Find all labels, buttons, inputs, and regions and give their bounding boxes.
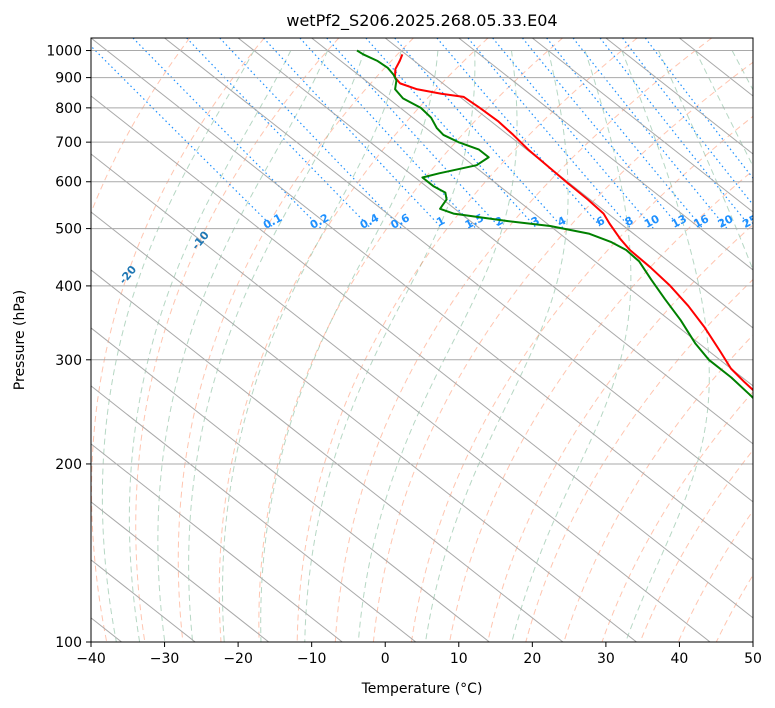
moist-adiabat-line [425, 50, 569, 642]
isotherm-line [91, 385, 417, 642]
x-tick-label: 0 [381, 651, 390, 667]
mixing-ratio-label: 25 [740, 212, 760, 231]
mixing-ratio-line [394, 38, 564, 229]
y-tick-label: 200 [55, 457, 82, 473]
temperature-trace [393, 54, 753, 392]
x-axis-label: Temperature (°C) [361, 681, 483, 697]
mixing-ratio-line [467, 38, 632, 229]
isotherm-line [91, 443, 343, 642]
mixing-ratio-line [436, 38, 603, 229]
mixing-ratio-label: 20 [716, 212, 736, 231]
x-tick-label: 20 [523, 651, 541, 667]
isotherm-line [91, 501, 270, 642]
dry-adiabats [91, 38, 753, 642]
mixing-ratio-line [219, 38, 403, 229]
isotherm-line [91, 153, 711, 642]
dry-adiabat-line [563, 334, 753, 642]
mixing-ratio-line [492, 38, 654, 229]
x-tick-label: −40 [76, 651, 106, 667]
mixing-ratio-line [599, 38, 753, 229]
moist-adiabat-line [222, 50, 402, 642]
isotherm-line [458, 38, 753, 271]
dry-adiabat-line [91, 38, 265, 642]
dry-adiabat-line [601, 391, 753, 642]
isotherm-line [91, 269, 564, 642]
moist-adiabat-line [357, 50, 518, 642]
isotherm-line [532, 38, 753, 213]
y-tick-label: 900 [55, 71, 82, 87]
x-tick-label: 10 [450, 651, 468, 667]
chart-title: wetPf2_S206.2025.268.05.33.E04 [286, 11, 557, 31]
y-tick-label: 700 [55, 135, 82, 151]
dewpoint-trace [356, 49, 753, 400]
x-tick-label: 50 [744, 651, 762, 667]
moist-adiabats [101, 50, 753, 642]
y-tick-label: 400 [55, 279, 82, 295]
isotherm-line [311, 38, 753, 387]
isotherm-line [91, 327, 490, 642]
moist-adiabat-line [101, 50, 255, 642]
moist-adiabat-line [260, 50, 439, 642]
x-axis-ticks: −40 −30 −20 −10 0 10 20 30 40 50 [76, 642, 762, 667]
dry-adiabat-line [177, 38, 414, 642]
x-tick-label: −20 [223, 651, 253, 667]
isotherm-line [91, 211, 637, 642]
x-tick-label: 30 [597, 651, 615, 667]
y-tick-label: 500 [55, 222, 82, 238]
y-tick-label: 1000 [46, 44, 82, 60]
moist-adiabat-line [157, 50, 329, 642]
isotherm-line [237, 38, 753, 445]
isotherm-line [164, 38, 753, 503]
plot-frame [90, 37, 754, 643]
mixing-ratio-line [91, 45, 275, 230]
dry-adiabat-line [258, 38, 563, 642]
y-tick-label: 300 [55, 353, 82, 369]
isotherms [91, 38, 753, 642]
isotherm-line [605, 38, 753, 155]
mixing-ratio-line [186, 38, 372, 229]
moist-adiabat-line [621, 50, 710, 642]
dry-adiabat-line [135, 38, 340, 642]
isotherm-line [91, 95, 753, 619]
y-tick-label: 600 [55, 175, 82, 191]
mixing-ratio-line [572, 38, 728, 229]
mixing-ratio-line [522, 38, 682, 229]
isotherm-line [91, 38, 753, 561]
dry-adiabat-line [677, 510, 753, 642]
dry-adiabat-line [410, 115, 753, 642]
x-tick-label: −10 [297, 651, 327, 667]
y-axis-ticks: 100 200 300 400 500 600 700 800 900 1000 [46, 44, 91, 651]
dry-adiabat-line [372, 61, 753, 642]
y-tick-label: 800 [55, 101, 82, 117]
x-tick-label: −30 [150, 651, 180, 667]
sounding-traces [356, 49, 753, 400]
mixing-ratio-label: 16 [691, 212, 711, 231]
mixing-ratio-label: 10 [642, 212, 662, 231]
moist-adiabat-line [511, 50, 632, 642]
isotherm-line [384, 38, 753, 329]
plot-area: 0.10.20.40.611.52346810131620253036-100-… [91, 38, 760, 642]
y-tick-label: 100 [55, 635, 82, 651]
moist-adiabat-line [128, 50, 292, 642]
moist-adiabat-line [694, 50, 753, 168]
dry-adiabat-line [296, 38, 638, 642]
x-tick-label: 40 [671, 651, 689, 667]
dry-adiabat-line [218, 38, 489, 642]
y-axis-label: Pressure (hPa) [12, 290, 28, 390]
mixing-ratio-label: 13 [669, 212, 689, 231]
dry-adiabat-line [334, 38, 713, 642]
moist-adiabat-line [304, 50, 476, 642]
dry-adiabat-line [449, 169, 753, 642]
dry-adiabat-line [487, 224, 753, 642]
